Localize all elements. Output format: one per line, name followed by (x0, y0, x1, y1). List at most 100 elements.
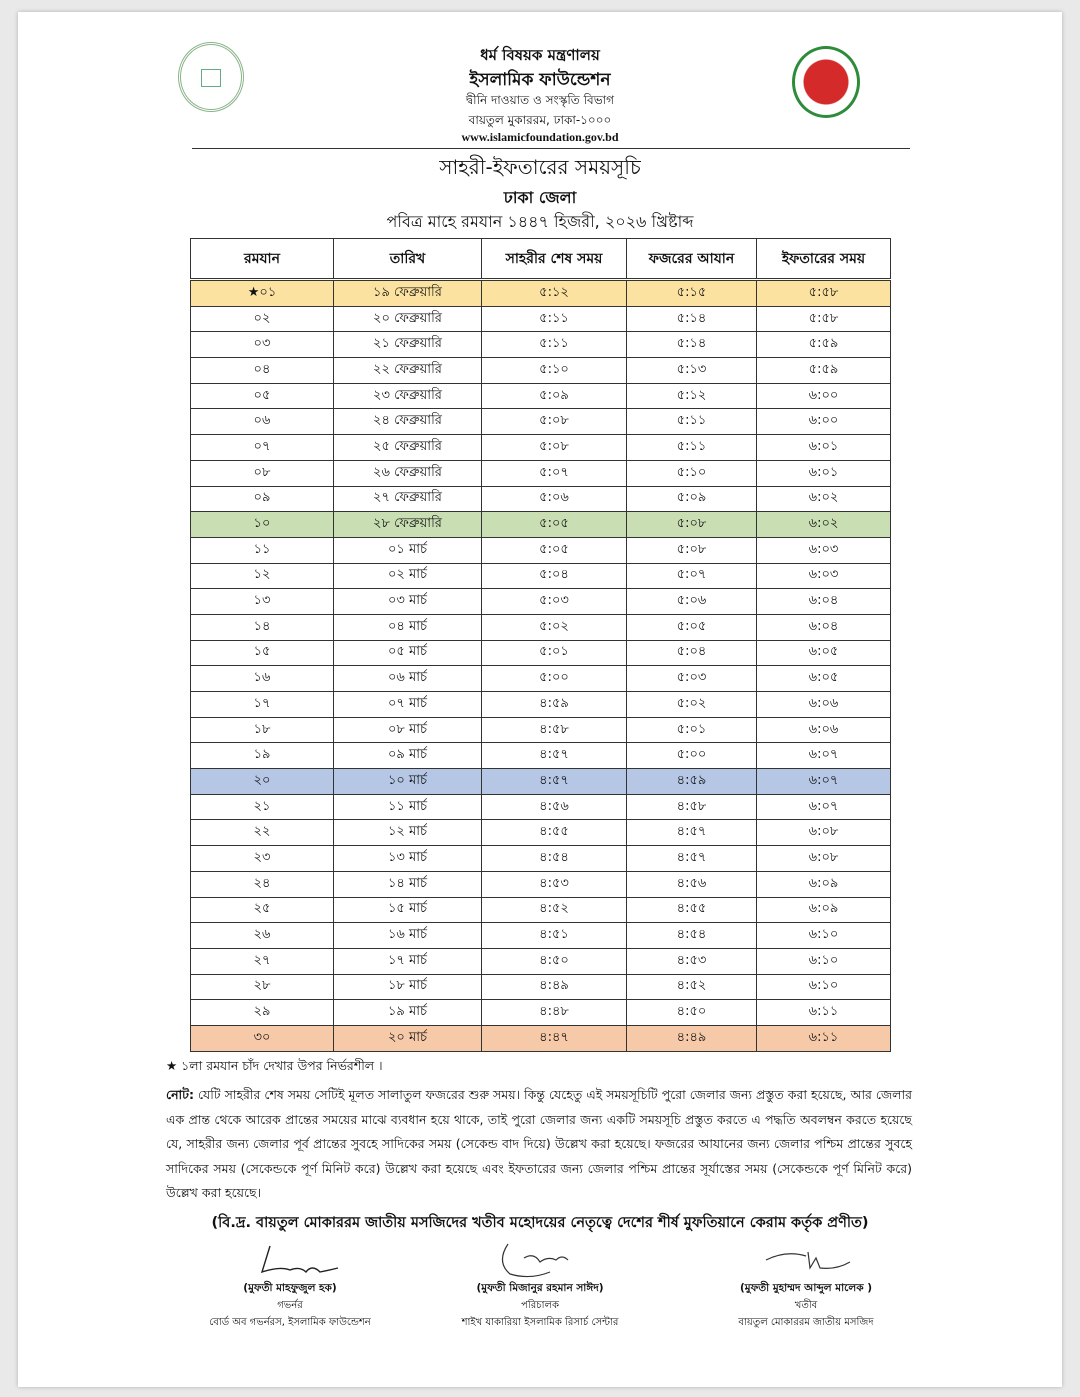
cell-iftar-time: ৬:০৩ (756, 536, 891, 564)
cell-iftar-time: ৬:০৭ (756, 768, 891, 795)
table-row: ০৪ ২২ ফেব্রুয়ারি ৫:১০ ৫:১৩ ৫:৫৯ (190, 357, 891, 384)
cell-fajr-azan-time: ৫:০৩ (626, 665, 757, 692)
cell-ramadan-day: ২১ (190, 793, 334, 821)
cell-iftar-time: ৫:৫৯ (756, 357, 891, 384)
table-row: ২৮ ১৮ মার্চ ৪:৪৯ ৪:৫২ ৬:১০ (190, 973, 891, 1001)
cell-fajr-azan-time: ৫:০৮ (626, 536, 757, 564)
cell-iftar-time: ৬:১০ (756, 922, 891, 949)
cell-fajr-azan-time: ৫:০৮ (626, 511, 757, 538)
cell-fajr-azan-time: ৪:৫৫ (626, 896, 757, 924)
table-row: ৩০ ২০ মার্চ ৪:৪৭ ৪:৪৯ ৬:১১ (190, 1024, 891, 1052)
cell-date: ০৫ মার্চ (333, 639, 482, 667)
signatory-role: গভর্নর (277, 1300, 303, 1311)
cell-date: ২৪ ফেব্রুয়ারি (333, 408, 482, 436)
cell-sehri-end-time: ৫:১০ (481, 357, 627, 384)
cell-date: ২৮ ফেব্রুয়ারি (333, 511, 482, 538)
cell-fajr-azan-time: ৫:০০ (626, 742, 757, 770)
cell-fajr-azan-time: ৪:৫৭ (626, 845, 757, 872)
cell-fajr-azan-time: ৫:০৫ (626, 613, 757, 641)
table-row: ১৮ ০৮ মার্চ ৪:৫৮ ৫:০১ ৬:০৬ (190, 716, 891, 744)
cell-sehri-end-time: ৫:০৩ (481, 588, 627, 615)
column-header-iftar-time: ইফতারের সময় (756, 238, 891, 281)
cell-fajr-azan-time: ৪:৫০ (626, 999, 757, 1026)
cell-ramadan-day: ১৮ (190, 716, 334, 744)
table-row: ২৯ ১৯ মার্চ ৪:৪৮ ৪:৫০ ৬:১১ (190, 999, 891, 1026)
cell-ramadan-day: ০৯ (190, 485, 334, 513)
cell-iftar-time: ৬:০৭ (756, 793, 891, 821)
cell-ramadan-day: ০৬ (190, 408, 334, 436)
cell-date: ১১ মার্চ (333, 793, 482, 821)
address: বায়তুল মুকাররম, ঢাকা-১০০০ (468, 113, 612, 127)
cell-ramadan-day: ২৮ (190, 973, 334, 1001)
cell-ramadan-day: ২৩ (190, 845, 334, 872)
cell-ramadan-day: ২৪ (190, 870, 334, 898)
column-header-fajr-azan-time: ফজরের আযান (626, 238, 757, 281)
cell-date: ২০ ফেব্রুয়ারি (333, 305, 482, 333)
cell-date: ১০ মার্চ (333, 768, 482, 795)
cell-iftar-time: ৬:০৬ (756, 691, 891, 718)
cell-sehri-end-time: ৪:৫৭ (481, 742, 627, 770)
cell-date: ০৯ মার্চ (333, 742, 482, 770)
cell-ramadan-day: ০৮ (190, 459, 334, 487)
cell-ramadan-day: ২৬ (190, 922, 334, 949)
table-row: ২১ ১১ মার্চ ৪:৫৬ ৪:৫৮ ৬:০৭ (190, 793, 891, 821)
cell-ramadan-day: ১০ (190, 511, 334, 538)
column-header-date: তারিখ (333, 238, 482, 281)
cell-sehri-end-time: ৫:১১ (481, 331, 627, 359)
cell-ramadan-day: ২৯ (190, 999, 334, 1026)
cell-ramadan-day: ১৭ (190, 691, 334, 718)
signatory-1: (মুফতী মাহফুজুল হক) গভর্নর বোর্ড অব গভর্… (170, 1240, 410, 1331)
cell-ramadan-day: ১৩ (190, 588, 334, 615)
table-row: ০৮ ২৬ ফেব্রুয়ারি ৫:০৭ ৫:১০ ৬:০১ (190, 459, 891, 487)
cell-fajr-azan-time: ৫:১১ (626, 434, 757, 461)
cell-fajr-azan-time: ৫:০৬ (626, 588, 757, 615)
cell-sehri-end-time: ৫:০৪ (481, 562, 627, 590)
cell-iftar-time: ৬:০২ (756, 511, 891, 538)
cell-date: ১৭ মার্চ (333, 947, 482, 975)
cell-sehri-end-time: ৪:৫১ (481, 922, 627, 949)
signature-image (686, 1240, 926, 1280)
cell-iftar-time: ৬:১১ (756, 1024, 891, 1052)
cell-ramadan-day: ১৪ (190, 613, 334, 641)
cell-sehri-end-time: ৫:০২ (481, 613, 627, 641)
cell-iftar-time: ৬:০৪ (756, 613, 891, 641)
cell-ramadan-day: ★০১ (190, 279, 334, 307)
table-row: ২০ ১০ মার্চ ৪:৫৭ ৪:৫৯ ৬:০৭ (190, 768, 891, 795)
table-row: ২৩ ১৩ মার্চ ৪:৫৪ ৪:৫৭ ৬:০৮ (190, 845, 891, 872)
signatory-org: শাইখ যাকারিয়া ইসলামিক রিসার্চ সেন্টার (461, 1317, 619, 1328)
cell-sehri-end-time: ৪:৫৪ (481, 845, 627, 872)
cell-iftar-time: ৬:০৪ (756, 588, 891, 615)
cell-ramadan-day: ২৭ (190, 947, 334, 975)
signatory-name: (মুফতী মুহাম্মদ আব্দুল মালেক ) (739, 1282, 873, 1294)
period-subtitle: পবিত্র মাহে রমযান ১৪৪৭ হিজরী, ২০২৬ খ্রিষ… (386, 212, 694, 231)
cell-sehri-end-time: ৫:০৯ (481, 382, 627, 410)
schedule-table: রমযান তারিখ সাহরীর শেষ সময় ফজরের আযান ইফতার… (190, 238, 891, 1052)
cell-fajr-azan-time: ৫:০২ (626, 691, 757, 718)
table-row: ১৩ ০৩ মার্চ ৫:০৩ ৫:০৬ ৬:০৪ (190, 588, 891, 615)
department-name: দ্বীনি দাওয়াত ও সংস্কৃতি বিভাগ (466, 93, 614, 107)
cell-iftar-time: ৬:১১ (756, 999, 891, 1026)
cell-iftar-time: ৬:১০ (756, 947, 891, 975)
cell-sehri-end-time: ৪:৪৭ (481, 1024, 627, 1052)
cell-iftar-time: ৬:০৬ (756, 716, 891, 744)
cell-sehri-end-time: ৪:৫৩ (481, 870, 627, 898)
cell-ramadan-day: ৩০ (190, 1024, 334, 1052)
cell-date: ২৬ ফেব্রুয়ারি (333, 459, 482, 487)
cell-iftar-time: ৬:০০ (756, 408, 891, 436)
note-label: নোট: (166, 1087, 194, 1102)
table-row: ০২ ২০ ফেব্রুয়ারি ৫:১১ ৫:১৪ ৫:৫৮ (190, 305, 891, 333)
cell-iftar-time: ৬:০২ (756, 485, 891, 513)
table-row: ২৭ ১৭ মার্চ ৪:৫০ ৪:৫৩ ৬:১০ (190, 947, 891, 975)
cell-sehri-end-time: ৪:৫৫ (481, 819, 627, 847)
table-row: ১২ ০২ মার্চ ৫:০৪ ৫:০৭ ৬:০৩ (190, 562, 891, 590)
cell-fajr-azan-time: ৪:৫৮ (626, 793, 757, 821)
signatory-org: বোর্ড অব গভর্নরস, ইসলামিক ফাউন্ডেশন (209, 1317, 371, 1328)
cell-fajr-azan-time: ৪:৫৩ (626, 947, 757, 975)
cell-sehri-end-time: ৫:০০ (481, 665, 627, 692)
cell-sehri-end-time: ৪:৫৮ (481, 716, 627, 744)
cell-date: ০৩ মার্চ (333, 588, 482, 615)
cell-sehri-end-time: ৫:০১ (481, 639, 627, 667)
cell-ramadan-day: ১৬ (190, 665, 334, 692)
cell-date: ১৮ মার্চ (333, 973, 482, 1001)
cell-sehri-end-time: ৪:৫৬ (481, 793, 627, 821)
